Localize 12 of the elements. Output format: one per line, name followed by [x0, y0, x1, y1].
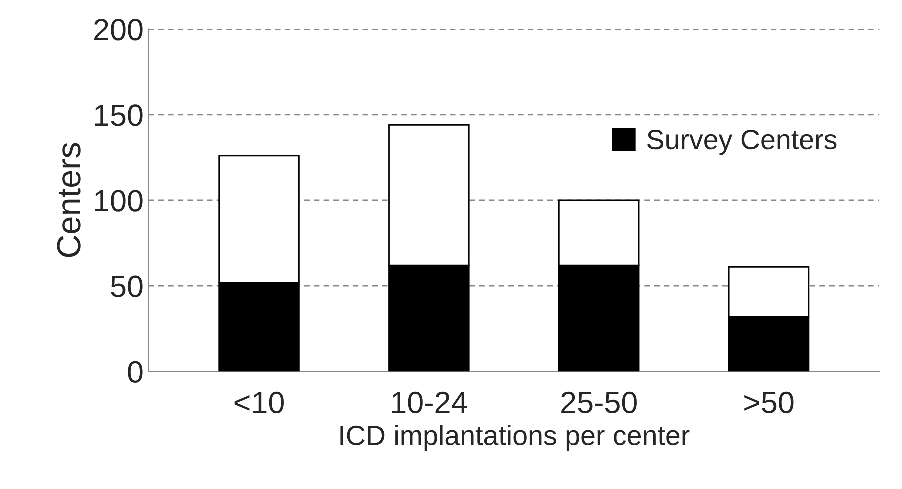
x-tick-label: 10-24 — [392, 392, 468, 414]
x-tick-label: >50 — [744, 392, 794, 414]
y-axis-title: Centers — [57, 143, 81, 258]
y-tick-label: 100 — [95, 190, 143, 212]
y-tick-label: 150 — [95, 104, 143, 126]
y-tick-label: 50 — [111, 276, 143, 298]
x-axis-title: ICD implantations per center — [340, 425, 690, 452]
x-tick-label: <10 — [234, 392, 284, 414]
y-tick-label: 0 — [128, 361, 143, 384]
legend-label: Survey Centers — [648, 130, 837, 156]
x-tick-label: 25-50 — [562, 392, 637, 414]
y-tick-label: 200 — [94, 19, 143, 41]
